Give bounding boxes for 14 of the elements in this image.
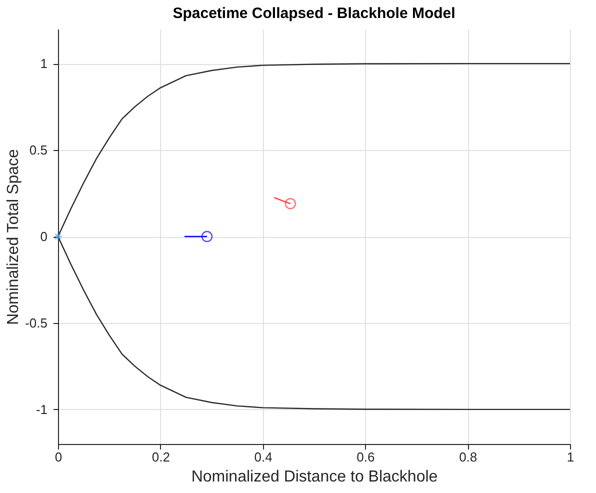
- y-axis-title: Nominalized Total Space: [5, 149, 22, 325]
- x-tick-label: 0: [54, 450, 62, 464]
- x-tick-label: 0.8: [459, 450, 478, 464]
- chart-title: Spacetime Collapsed - Blackhole Model: [172, 5, 456, 22]
- y-tick-label: 0.5: [29, 142, 48, 158]
- y-tick-label: 0: [40, 229, 48, 244]
- x-tick-label: 0.4: [254, 450, 272, 464]
- y-tick-label: -1: [36, 402, 48, 417]
- x-tick-label: 0.2: [152, 450, 170, 464]
- x-tick-label: 0.6: [356, 450, 375, 464]
- y-tick-label: -0.5: [25, 315, 48, 330]
- x-axis-title: Nominalized Distance to Blackhole: [191, 468, 438, 486]
- y-tick-label: 1: [40, 56, 48, 72]
- x-tick-label: 1: [566, 450, 574, 464]
